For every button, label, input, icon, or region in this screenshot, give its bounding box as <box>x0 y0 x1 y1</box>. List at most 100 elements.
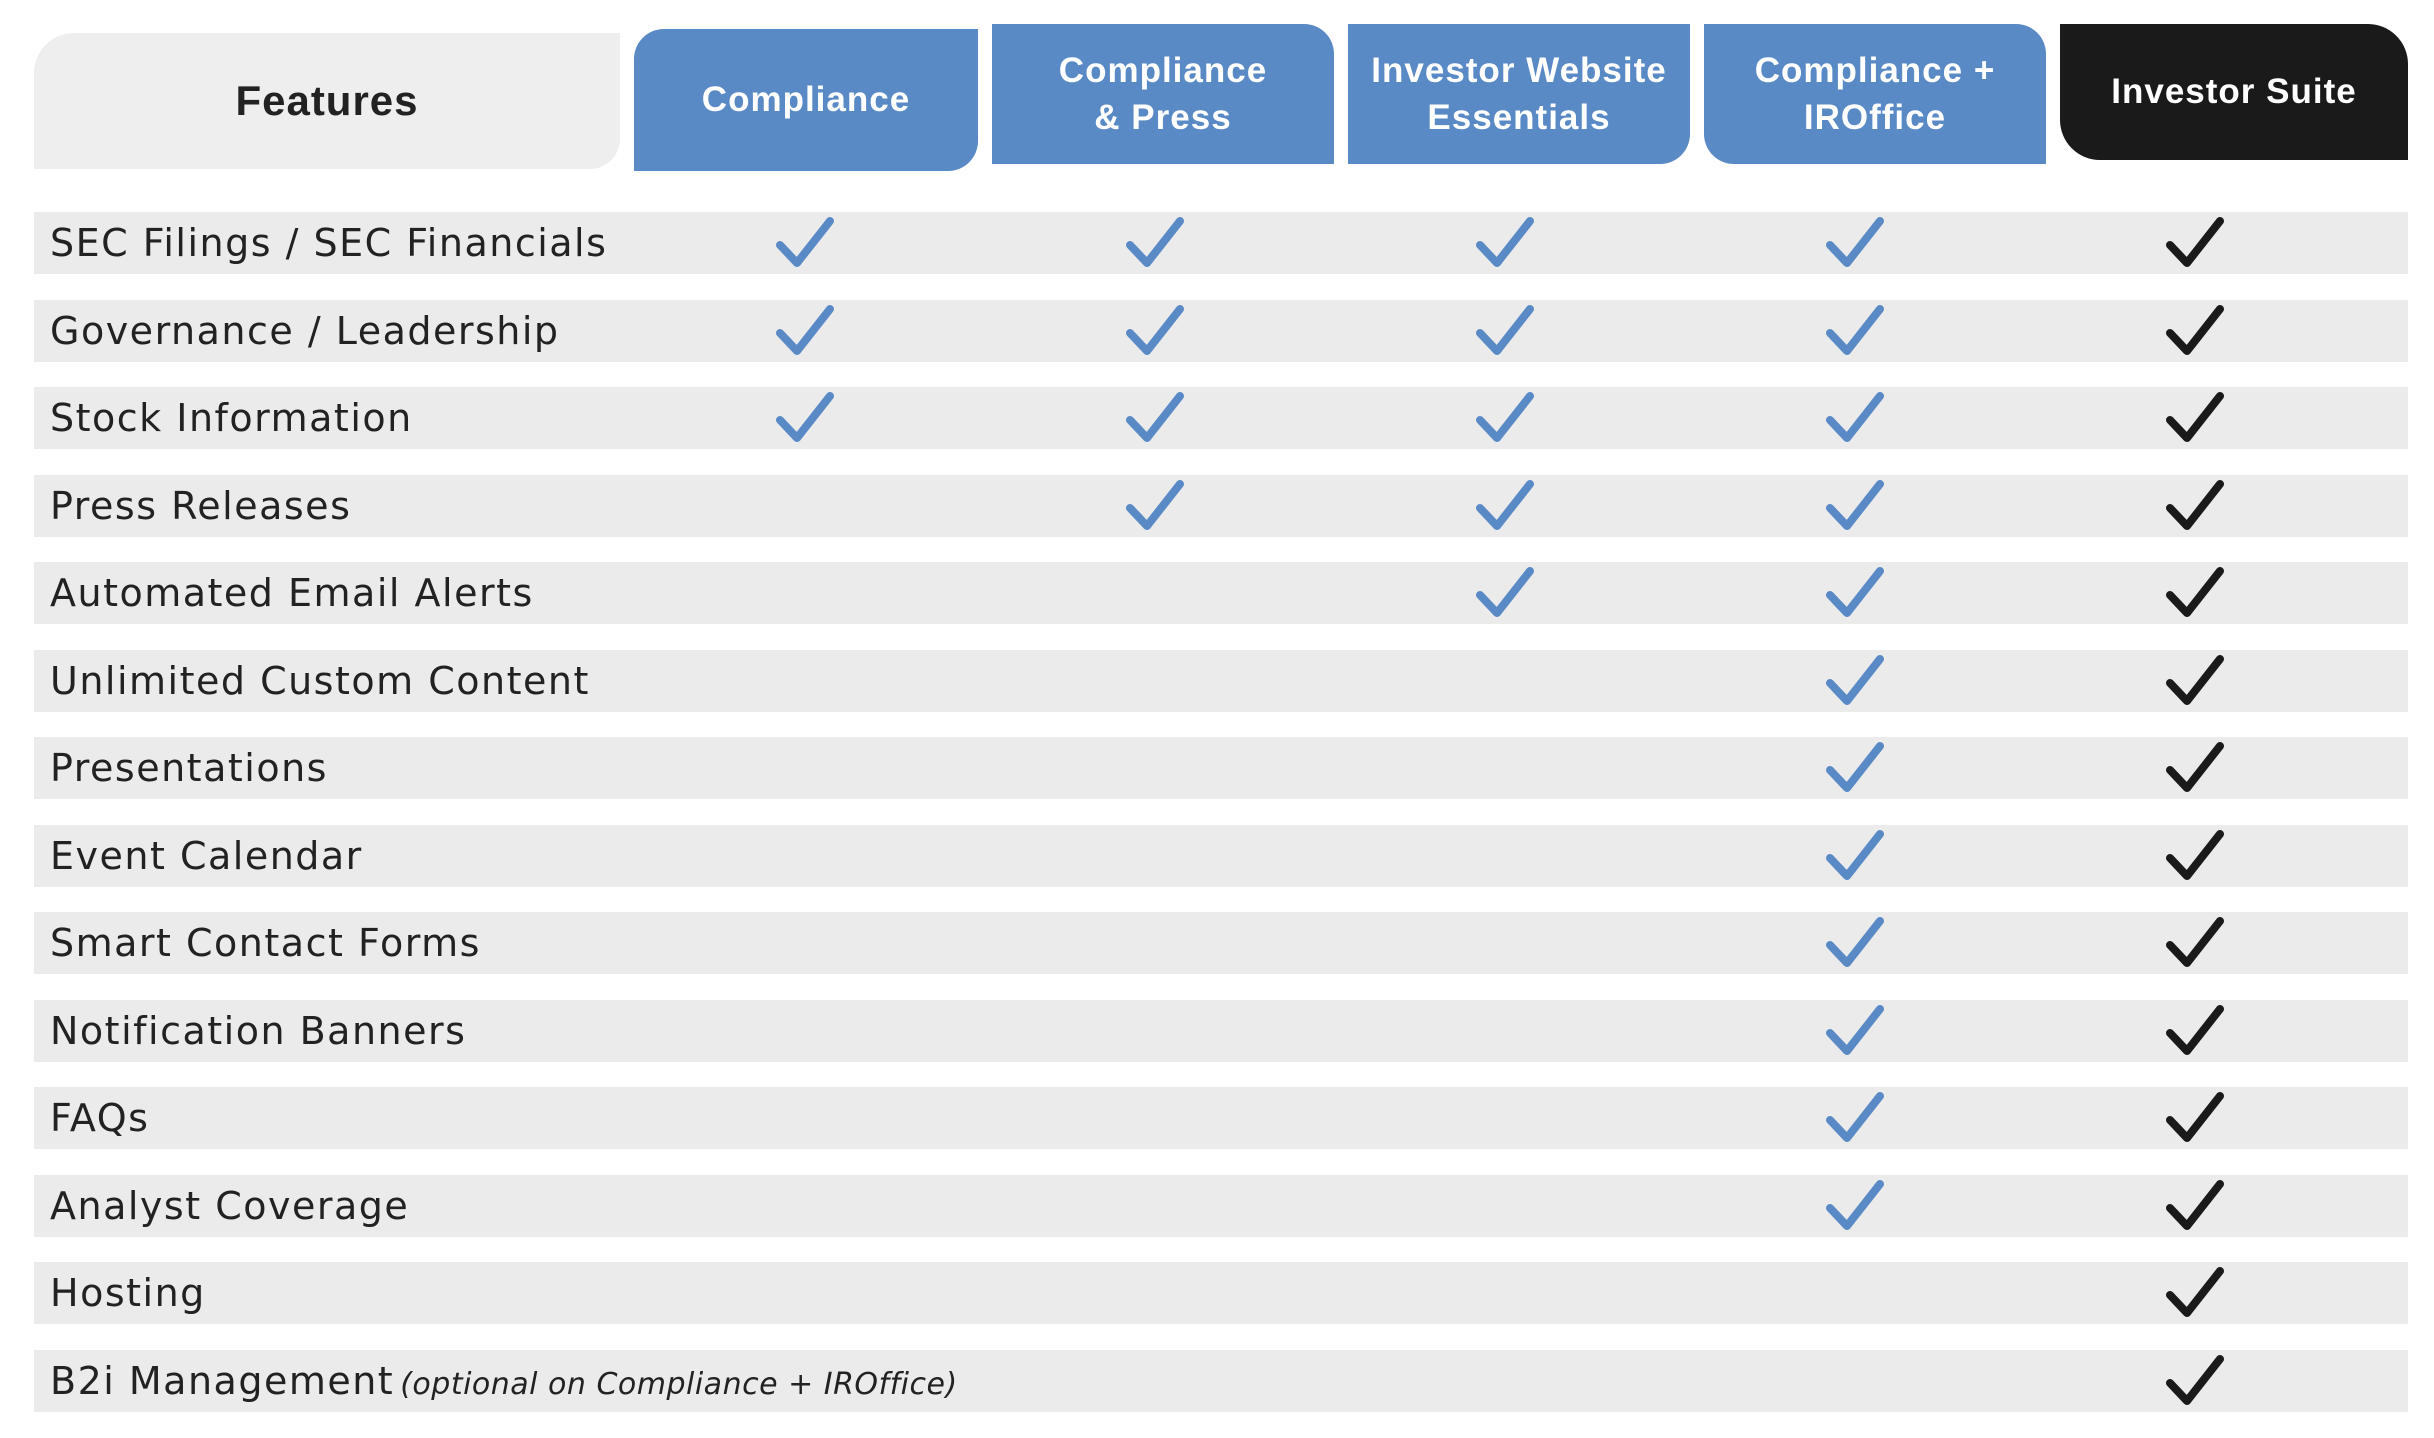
plan-header-text: Investor Suite <box>2111 68 2356 115</box>
table-row: Smart Contact Forms <box>34 912 2408 974</box>
features-header: Features <box>34 33 620 169</box>
plan-header-text: Compliance <box>702 76 910 123</box>
checkmark-icon <box>2165 303 2225 359</box>
checkmark-icon <box>1825 653 1885 709</box>
feature-label: SEC Filings / SEC Financials <box>50 212 607 274</box>
table-row: Notification Banners <box>34 1000 2408 1062</box>
feature-name: Hosting <box>50 1271 206 1315</box>
plan-header-line-1: Compliance <box>702 76 910 123</box>
checkmark-icon <box>1825 478 1885 534</box>
feature-name: B2i Management <box>50 1359 394 1403</box>
checkmark-icon <box>2165 390 2225 446</box>
feature-label: B2i Management (optional on Compliance + … <box>50 1350 958 1412</box>
checkmark-icon <box>1825 1178 1885 1234</box>
checkmark-icon <box>2165 915 2225 971</box>
table-row: Analyst Coverage <box>34 1175 2408 1237</box>
checkmark-icon <box>2165 478 2225 534</box>
feature-name: SEC Filings / SEC Financials <box>50 221 607 265</box>
checkmark-icon <box>2165 1265 2225 1321</box>
checkmark-icon <box>2165 1178 2225 1234</box>
plan-header-1: Compliance <box>634 29 978 171</box>
checkmark-icon <box>1475 215 1535 271</box>
checkmark-icon <box>2165 740 2225 796</box>
plan-header-text: Compliance + IROffice <box>1755 47 1996 142</box>
feature-label: Smart Contact Forms <box>50 912 481 974</box>
plan-header-3: Investor Website Essentials <box>1348 24 1690 164</box>
feature-name: Analyst Coverage <box>50 1184 409 1228</box>
checkmark-icon <box>2165 1003 2225 1059</box>
checkmark-icon <box>1825 303 1885 359</box>
checkmark-icon <box>1825 215 1885 271</box>
feature-label: Event Calendar <box>50 825 363 887</box>
feature-note: (optional on Compliance + IROffice) <box>400 1367 957 1402</box>
feature-name: FAQs <box>50 1096 149 1140</box>
plan-header-line-2: Essentials <box>1371 94 1666 141</box>
checkmark-icon <box>1825 828 1885 884</box>
feature-name: Unlimited Custom Content <box>50 659 590 703</box>
checkmark-icon <box>2165 215 2225 271</box>
feature-label: FAQs <box>50 1087 149 1149</box>
feature-name: Automated Email Alerts <box>50 571 534 615</box>
checkmark-icon <box>775 215 835 271</box>
plan-header-4: Compliance + IROffice <box>1704 24 2046 164</box>
feature-name: Governance / Leadership <box>50 309 560 353</box>
checkmark-icon <box>1825 740 1885 796</box>
table-row: Stock Information <box>34 387 2408 449</box>
checkmark-icon <box>2165 653 2225 709</box>
feature-name: Press Releases <box>50 484 351 528</box>
table-row: Automated Email Alerts <box>34 562 2408 624</box>
feature-label: Press Releases <box>50 475 351 537</box>
table-row: Governance / Leadership <box>34 300 2408 362</box>
feature-label: Stock Information <box>50 387 413 449</box>
table-row: Press Releases <box>34 475 2408 537</box>
feature-name: Event Calendar <box>50 834 363 878</box>
table-row: Unlimited Custom Content <box>34 650 2408 712</box>
feature-label: Notification Banners <box>50 1000 466 1062</box>
checkmark-icon <box>1825 1090 1885 1146</box>
plan-header-line-1: Investor Website <box>1371 47 1666 94</box>
plan-header-line-1: Investor Suite <box>2111 68 2356 115</box>
features-header-label: Features <box>235 73 418 130</box>
checkmark-icon <box>775 303 835 359</box>
checkmark-icon <box>2165 565 2225 621</box>
plan-header-2: Compliance & Press <box>992 24 1334 164</box>
checkmark-icon <box>2165 1353 2225 1409</box>
table-row: Presentations <box>34 737 2408 799</box>
table-row: Event Calendar <box>34 825 2408 887</box>
table-row: Hosting <box>34 1262 2408 1324</box>
plan-header-text: Investor Website Essentials <box>1371 47 1666 142</box>
checkmark-icon <box>1825 1003 1885 1059</box>
table-row: FAQs <box>34 1087 2408 1149</box>
checkmark-icon <box>775 390 835 446</box>
checkmark-icon <box>1825 915 1885 971</box>
feature-name: Presentations <box>50 746 328 790</box>
checkmark-icon <box>1125 390 1185 446</box>
feature-label: Hosting <box>50 1262 206 1324</box>
table-row: SEC Filings / SEC Financials <box>34 212 2408 274</box>
checkmark-icon <box>1475 565 1535 621</box>
plan-header-5: Investor Suite <box>2060 24 2408 160</box>
checkmark-icon <box>1125 478 1185 534</box>
feature-label: Governance / Leadership <box>50 300 560 362</box>
checkmark-icon <box>1475 478 1535 534</box>
plan-header-line-2: IROffice <box>1755 94 1996 141</box>
plan-header-line-1: Compliance + <box>1755 47 1996 94</box>
feature-name: Stock Information <box>50 396 413 440</box>
checkmark-icon <box>1125 215 1185 271</box>
plan-header-line-2: & Press <box>1059 94 1267 141</box>
checkmark-icon <box>2165 828 2225 884</box>
feature-name: Smart Contact Forms <box>50 921 481 965</box>
checkmark-icon <box>2165 1090 2225 1146</box>
checkmark-icon <box>1475 390 1535 446</box>
plan-header-line-1: Compliance <box>1059 47 1267 94</box>
checkmark-icon <box>1125 303 1185 359</box>
feature-label: Automated Email Alerts <box>50 562 534 624</box>
checkmark-icon <box>1825 390 1885 446</box>
checkmark-icon <box>1825 565 1885 621</box>
table-row: B2i Management (optional on Compliance + … <box>34 1350 2408 1412</box>
feature-name: Notification Banners <box>50 1009 466 1053</box>
feature-label: Unlimited Custom Content <box>50 650 590 712</box>
feature-label: Analyst Coverage <box>50 1175 409 1237</box>
feature-label: Presentations <box>50 737 328 799</box>
